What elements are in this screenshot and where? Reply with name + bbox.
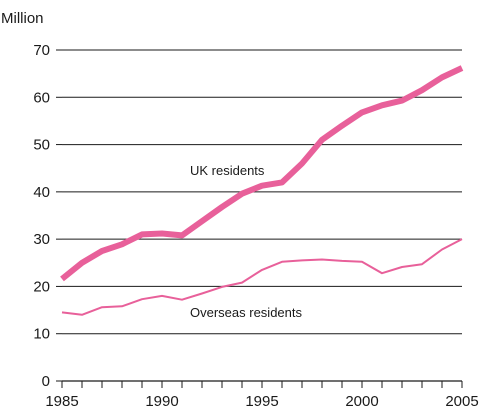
grid-lines <box>62 49 462 335</box>
axes <box>56 49 463 388</box>
series-line-overseas-residents <box>61 238 463 316</box>
series-lines <box>60 65 464 316</box>
y-tick-label: 10 <box>33 326 50 343</box>
y-tick-label: 30 <box>33 231 50 248</box>
y-tick-label: 50 <box>33 137 50 154</box>
y-tick-label: 70 <box>33 42 50 59</box>
y-axis-unit-label: Million <box>1 10 44 27</box>
x-tick-label: 1985 <box>45 393 78 410</box>
y-tick-label: 60 <box>33 89 50 106</box>
x-tick-label: 2000 <box>345 393 378 410</box>
x-tick-label: 1990 <box>145 393 178 410</box>
series-line-uk-residents <box>60 65 464 282</box>
y-tick-label: 40 <box>33 184 50 201</box>
series-label-overseas-residents: Overseas residents <box>190 305 302 320</box>
x-tick-label: 1995 <box>245 393 278 410</box>
tick-labels: 0 10 20 30 40 50 60 70 1985 1990 1995 2000 2005 <box>33 42 478 410</box>
y-tick-label: 0 <box>42 373 50 390</box>
x-tick-label: 2005 <box>445 393 478 410</box>
y-tick-label: 20 <box>33 278 50 295</box>
series-label-uk-residents: UK residents <box>190 163 265 178</box>
